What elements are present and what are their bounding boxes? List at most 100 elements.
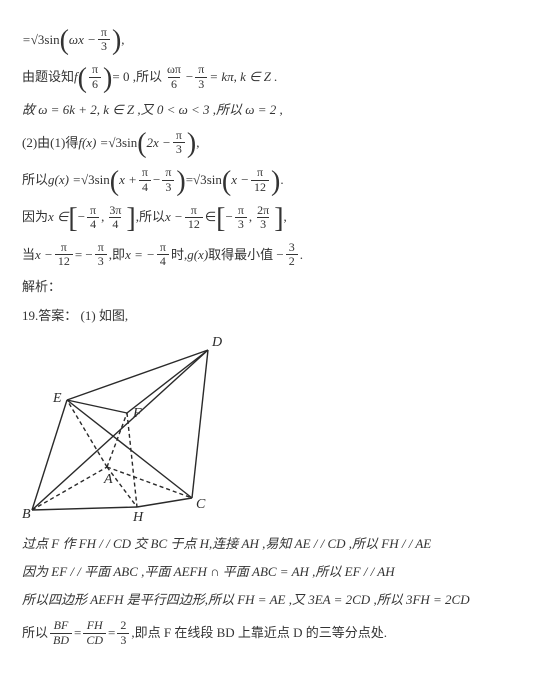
g: g(x) = <box>48 171 81 189</box>
sin: sin <box>207 171 222 189</box>
g: g(x) <box>187 246 208 264</box>
frac: FHCD <box>83 619 106 646</box>
frac: π3 <box>195 63 207 90</box>
rparen: ) <box>103 68 112 90</box>
txt: = 0 ,所以 <box>112 68 162 86</box>
txt: 时, <box>171 246 187 264</box>
txt: 所以四边形 AEFH 是平行四边形,所以 FH = AE ,又 3EA = 2C… <box>22 591 470 609</box>
sqrt: √3 <box>193 171 207 189</box>
x: x − <box>35 246 53 264</box>
svg-text:B: B <box>22 507 31 522</box>
sin: sin <box>95 171 110 189</box>
eq-line-6: 因为 x ∈ [ − π4 , 3π4 ] ,所以 x − π12 ∈ [ − … <box>22 204 532 231</box>
frac: 23 <box>117 619 129 646</box>
txt: ,即 <box>109 246 125 264</box>
inner: 2x − <box>147 134 171 152</box>
txt: , <box>284 208 287 226</box>
svg-text:H: H <box>132 510 144 525</box>
txt: 当 <box>22 246 35 264</box>
frac: π6 <box>89 63 101 90</box>
svg-text:C: C <box>196 497 206 512</box>
text-line-9: 19.答案： (1) 如图, <box>22 307 532 325</box>
eq-line-4: (2)由(1)得 f(x) = √3 sin ( 2x − π3 ) , <box>22 129 532 156</box>
lbrack: [ <box>68 208 77 230</box>
txt: . <box>300 246 303 264</box>
txt: 由题设知 <box>22 68 74 86</box>
eq-line-5: 所以 g(x) = √3 sin ( x + π4 − π3 ) = √3 si… <box>22 166 532 193</box>
eq-line-3: 故 ω = 6k + 2, k ∈ Z ,又 0 < ω < 3 ,所以 ω =… <box>22 101 532 119</box>
txt: = <box>22 31 31 49</box>
lparen: ( <box>110 171 119 193</box>
txt: 所以 <box>22 171 48 189</box>
txt: 过点 F 作 FH / / CD 交 BC 于点 H,连接 AH ,易知 AE … <box>22 535 431 553</box>
svg-text:E: E <box>52 391 62 406</box>
rparen: ) <box>112 30 121 52</box>
neg: − <box>78 208 85 226</box>
txt: = <box>74 624 81 642</box>
txt: = kπ, k ∈ Z . <box>209 68 277 86</box>
svg-text:F: F <box>132 406 142 421</box>
lparen: ( <box>60 30 69 52</box>
txt: (2)由(1)得 <box>22 134 78 152</box>
neg: − <box>225 208 232 226</box>
frac: π3 <box>173 129 185 156</box>
lparen: ( <box>222 171 231 193</box>
rbrack: ] <box>126 208 135 230</box>
svg-text:A: A <box>103 472 113 487</box>
txt: , <box>121 31 124 49</box>
txt: 取得最小值 − <box>208 246 284 264</box>
txt: , <box>249 208 252 226</box>
txt: 19.答案： (1) 如图, <box>22 307 128 325</box>
frac: ωπ6 <box>164 63 184 90</box>
sin: sin <box>44 31 59 49</box>
txt: = − <box>75 246 93 264</box>
sqrt: √3 <box>81 171 95 189</box>
frac: π4 <box>157 241 169 268</box>
sqrt: √3 <box>108 134 122 152</box>
txt: 所以 <box>22 624 48 642</box>
eq-line-7: 当 x − π12 = − π3 ,即 x = − π4 时, g(x) 取得最… <box>22 241 532 268</box>
frac: π3 <box>162 166 174 193</box>
txt: = <box>108 624 115 642</box>
txt: − <box>186 68 193 86</box>
txt: = <box>186 171 193 189</box>
frac: BFBD <box>50 619 72 646</box>
frac: 2π3 <box>254 204 272 231</box>
text-line-8: 解析： <box>22 278 532 296</box>
txt: ,即点 F 在线段 BD 上靠近点 D 的三等分点处. <box>131 624 387 642</box>
text-line-11: 因为 EF / / 平面 ABC ,平面 AEFH ∩ 平面 ABC = AH … <box>22 563 532 581</box>
rbrack: ] <box>274 208 283 230</box>
svg-text:D: D <box>211 335 222 350</box>
txt: ∈ <box>205 208 216 226</box>
frac: π3 <box>235 204 247 231</box>
geometry-diagram: B H C A E F D <box>22 335 252 525</box>
frac: π12 <box>251 166 269 193</box>
x: x − <box>231 171 249 189</box>
frac: π12 <box>185 204 203 231</box>
x: x + <box>119 171 137 189</box>
rparen: ) <box>176 171 185 193</box>
text-line-10: 过点 F 作 FH / / CD 交 BC 于点 H,连接 AH ,易知 AE … <box>22 535 532 553</box>
sqrt: √3 <box>31 31 45 49</box>
text-line-12: 所以四边形 AEFH 是平行四边形,所以 FH = AE ,又 3EA = 2C… <box>22 591 532 609</box>
frac: π4 <box>139 166 151 193</box>
f: f(x) = <box>78 134 108 152</box>
eq-line-1: = √3 sin ( ωx − π 3 ) , <box>22 26 532 53</box>
eq-line-13: 所以 BFBD = FHCD = 23 ,即点 F 在线段 BD 上靠近点 D … <box>22 619 532 646</box>
txt: . <box>280 171 283 189</box>
frac: π12 <box>55 241 73 268</box>
txt: 解析： <box>22 278 61 296</box>
frac: π3 <box>95 241 107 268</box>
frac: 32 <box>286 241 298 268</box>
x: x − <box>165 208 183 226</box>
eq-line-2: 由题设知 f ( π6 ) = 0 ,所以 ωπ6 − π3 = kπ, k ∈… <box>22 63 532 90</box>
lparen: ( <box>137 133 146 155</box>
lbrack: [ <box>216 208 225 230</box>
txt: 故 ω = 6k + 2, k ∈ Z ,又 0 < ω < 3 ,所以 ω =… <box>22 101 283 119</box>
txt: − <box>153 171 160 189</box>
txt: , <box>196 134 199 152</box>
txt: ,所以 <box>136 208 165 226</box>
txt: 因为 EF / / 平面 ABC ,平面 AEFH ∩ 平面 ABC = AH … <box>22 563 395 581</box>
txt: 因为 <box>22 208 48 226</box>
txt: , <box>101 208 104 226</box>
